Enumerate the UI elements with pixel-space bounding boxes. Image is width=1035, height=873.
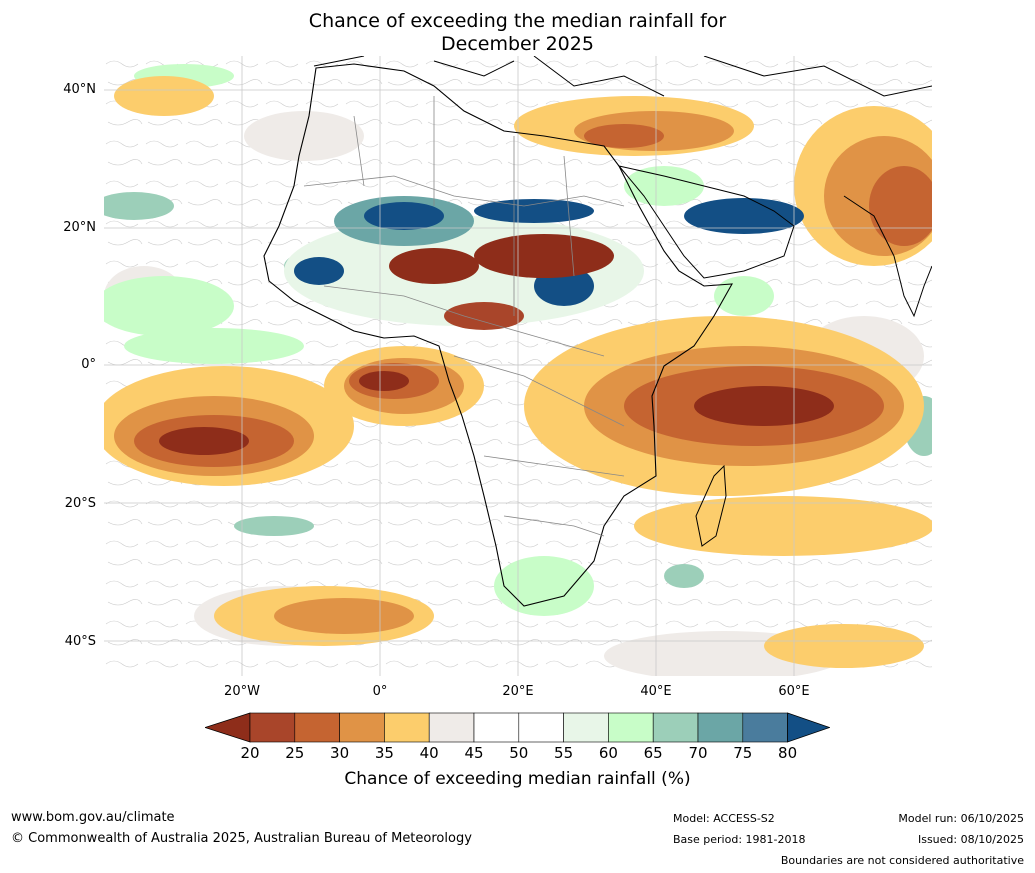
below-median-very-strong-patches: [159, 371, 834, 455]
colorbar-segment: [384, 712, 430, 743]
colorbar-tick-label: 50: [509, 744, 529, 762]
colorbar-tick-label: 65: [643, 744, 663, 762]
copyright-text: © Commonwealth of Australia 2025, Austra…: [11, 831, 472, 846]
country-borders: [303, 96, 625, 537]
lat-label-40n: 40°N: [63, 82, 96, 97]
graticule: [104, 56, 932, 676]
colorbar-tick-label: 25: [285, 744, 305, 762]
colorbar-tick-label: 20: [240, 744, 260, 762]
colorbar-tick-label: 35: [374, 744, 394, 762]
lon-label-40e: 40°E: [640, 684, 672, 699]
title-line-2: December 2025: [441, 33, 594, 55]
lat-label-40s: 40°S: [64, 634, 96, 649]
model-run-text: Model run: 06/10/2025: [898, 812, 1024, 825]
title-line-1: Chance of exceeding the median rainfall …: [308, 10, 727, 32]
colorbar-label: Chance of exceeding median rainfall (%): [344, 769, 691, 789]
colorbar-segment: [294, 712, 340, 743]
sahel-band: [284, 196, 804, 330]
model-text: Model: ACCESS-S2: [673, 812, 775, 825]
colorbar-tick-label: 55: [554, 744, 574, 762]
colorbar-tick-label: 70: [688, 744, 708, 762]
lon-label-20e: 20°E: [502, 684, 534, 699]
colorbar-segment: [473, 712, 520, 743]
colorbar-tick-label: 75: [733, 744, 753, 762]
rainfall-map: [104, 56, 932, 676]
colorbar-segment: [697, 712, 744, 743]
colorbar-extend-low: [205, 712, 251, 743]
lon-label-60e: 60°E: [778, 684, 810, 699]
lat-label-0: 0°: [81, 357, 96, 372]
madagascar-coastline: [695, 464, 727, 547]
colorbar-segment: [563, 712, 609, 743]
colorbar-segment: [652, 712, 699, 743]
colorbar-tick-label: 40: [419, 744, 439, 762]
lat-label-20s: 20°S: [64, 496, 96, 511]
map-svg: [104, 56, 932, 676]
colorbar-segment: [518, 712, 564, 743]
arabia-coastline: [617, 165, 795, 279]
base-period-text: Base period: 1981-2018: [673, 833, 806, 846]
africa-coastline: [263, 63, 733, 607]
issued-text: Issued: 08/10/2025: [917, 833, 1024, 846]
colorbar-tick-label: 80: [778, 744, 798, 762]
colorbar-segment: [742, 712, 788, 743]
colorbar: [205, 712, 830, 743]
lon-label-0: 0°: [372, 684, 388, 699]
lon-label-20w: 20°W: [224, 684, 260, 699]
colorbar-segment: [339, 712, 385, 743]
india-coastline: [843, 195, 932, 318]
colorbar-segment: [249, 712, 296, 743]
colorbar-tick-label: 60: [598, 744, 618, 762]
colorbar-segment: [428, 712, 475, 743]
colorbar-tick-label: 30: [330, 744, 350, 762]
colorbar-extend-high: [787, 712, 830, 743]
colorbar-tick-label: 45: [464, 744, 484, 762]
disclaimer-text: Boundaries are not considered authoritat…: [780, 854, 1024, 867]
website-link[interactable]: www.bom.gov.au/climate: [11, 810, 175, 825]
colorbar-segment: [608, 712, 654, 743]
lat-label-20n: 20°N: [63, 220, 96, 235]
europe-coastline: [313, 56, 932, 97]
chart-title: Chance of exceeding the median rainfall …: [0, 10, 1035, 56]
above-median-light-patches: [104, 64, 774, 616]
